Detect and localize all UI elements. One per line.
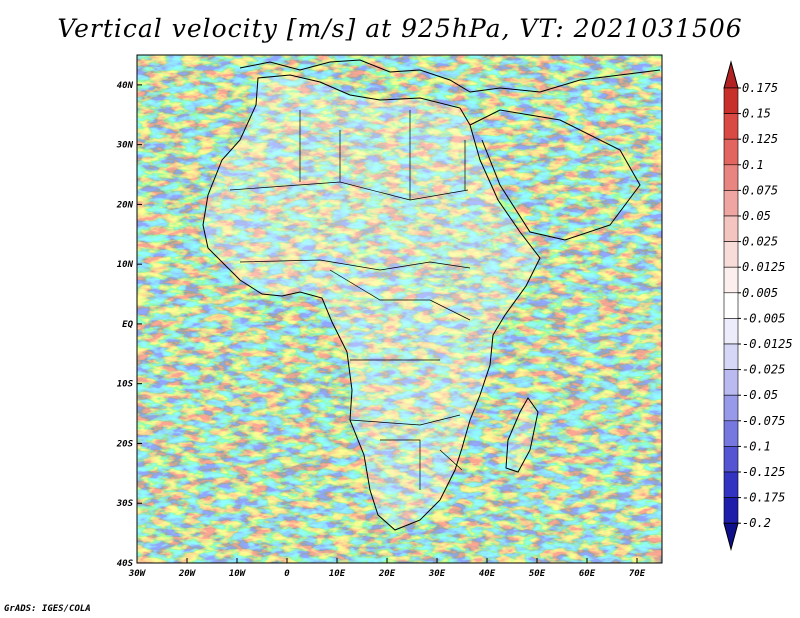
colorbar-label: -0.0125 — [742, 337, 793, 351]
colorbar-swatch — [723, 394, 739, 422]
colorbar-bottom-arrow — [723, 522, 739, 552]
colorbar-swatch — [723, 318, 739, 345]
longitude-axis: 30W 20W 10W 0 10E 20E 30E 40E 50E 60E 70E — [128, 558, 646, 579]
colorbar-swatch — [723, 164, 739, 191]
lat-tick-label: 40N — [117, 81, 134, 91]
lat-tick-label: 30N — [116, 141, 134, 151]
colorbar-label: 0.175 — [742, 81, 778, 95]
colorbar-swatch — [723, 266, 739, 294]
colorbar-swatch — [723, 138, 739, 166]
colorbar-swatch — [723, 497, 739, 524]
lon-tick-label: 40E — [479, 569, 496, 579]
colorbar-label: 0.025 — [742, 235, 778, 249]
lon-tick-label: 60E — [579, 569, 596, 579]
colorbar-label: 0.05 — [742, 209, 771, 223]
lat-tick-label: 20N — [116, 200, 134, 210]
lat-tick-label: EQ — [122, 320, 133, 330]
colorbar-label: 0.125 — [742, 132, 778, 146]
chart-title: Vertical velocity [m/s] at 925hPa, VT: 2… — [57, 14, 743, 43]
colorbar-label: -0.005 — [742, 311, 785, 325]
europe-coastline — [239, 59, 661, 93]
colorbar-top-arrow — [723, 60, 739, 89]
latitude-axis: 40N 30N 20N 10N EQ 10S 20S 30S 40S — [116, 81, 142, 569]
colorbar-swatch — [723, 446, 739, 473]
colorbar-swatch — [723, 420, 739, 447]
lat-tick-label: 10S — [117, 380, 134, 390]
lon-tick-label: 20E — [378, 569, 396, 579]
colorbar-swatch — [723, 113, 739, 140]
colorbar: 0.175 0.15 0.125 0.1 0.075 0.05 0.025 0.0125 0.0… — [723, 60, 793, 552]
colorbar-label: -0.2 — [742, 516, 771, 530]
colorbar-swatch — [723, 292, 739, 319]
lon-tick-label: 10W — [229, 569, 247, 579]
arabia-coastline — [469, 109, 641, 241]
grads-credit: GrADS: IGES/COLA — [4, 604, 91, 614]
colorbar-label: -0.075 — [742, 414, 785, 428]
plot-frame — [136, 54, 663, 564]
lon-tick-label: 0 — [284, 569, 290, 579]
colorbar-label: 0.075 — [742, 183, 778, 197]
colorbar-swatch — [723, 87, 739, 114]
colorbar-label: -0.1 — [742, 439, 771, 453]
colorbar-label: 0.1 — [742, 158, 764, 172]
madagascar-coastline — [505, 397, 539, 473]
map-plot-area — [137, 55, 662, 563]
colorbar-swatch — [723, 215, 739, 242]
colorbar-swatch — [723, 241, 739, 268]
country-borders — [229, 110, 471, 490]
lon-tick-label: 50E — [529, 569, 546, 579]
colorbar-swatch — [723, 471, 739, 498]
colorbar-swatch — [723, 190, 739, 217]
colorbar-label: 0.005 — [742, 286, 778, 300]
colorbar-label: -0.125 — [742, 465, 785, 479]
lat-tick-label: 40S — [117, 559, 134, 569]
colorbar-swatch — [723, 369, 739, 396]
colorbar-label: 0.15 — [742, 107, 771, 121]
lat-tick-label: 20S — [116, 439, 134, 449]
lat-tick-label: 30S — [116, 499, 134, 509]
lon-tick-label: 10E — [329, 569, 346, 579]
colorbar-label: -0.175 — [742, 491, 785, 505]
colorbar-label: -0.025 — [742, 363, 785, 377]
lat-tick-label: 10N — [117, 260, 134, 270]
vertical-velocity-field — [137, 55, 662, 563]
colorbar-swatch — [723, 343, 739, 370]
lon-tick-label: 20W — [178, 569, 197, 579]
colorbar-label: 0.0125 — [742, 260, 785, 274]
lon-tick-label: 30E — [428, 569, 446, 579]
lon-tick-label: 30W — [128, 569, 147, 579]
colorbar-label: -0.05 — [742, 388, 778, 402]
lon-tick-label: 70E — [629, 569, 646, 579]
